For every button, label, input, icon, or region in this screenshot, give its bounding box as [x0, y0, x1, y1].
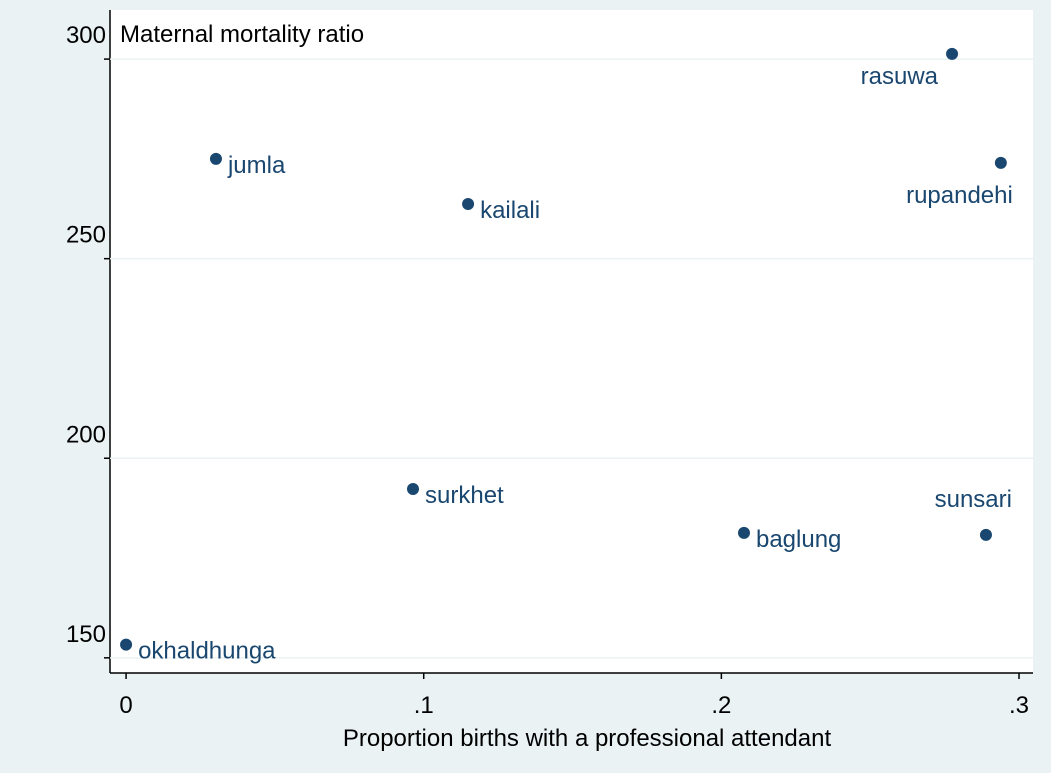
x-tick-label: .2	[711, 692, 731, 719]
point	[209, 152, 222, 165]
point	[737, 526, 750, 539]
point-label: kailali	[480, 197, 540, 224]
point-label: baglung	[756, 526, 841, 553]
y-tick-label: 150	[66, 621, 106, 648]
point	[946, 47, 959, 60]
point-label: surkhet	[425, 482, 504, 509]
plot-area	[110, 10, 1033, 673]
point-label: rupandehi	[906, 182, 1013, 209]
point-label: jumla	[227, 152, 286, 179]
x-tick-label: 0	[119, 692, 132, 719]
point	[994, 156, 1007, 169]
y-axis-title: Maternal mortality ratio	[120, 21, 364, 48]
point-label: rasuwa	[861, 63, 939, 90]
point	[120, 638, 133, 651]
x-tick-label: .1	[414, 692, 434, 719]
point-label: sunsari	[935, 486, 1012, 513]
y-tick-label: 200	[66, 421, 106, 448]
point	[979, 528, 992, 541]
point	[462, 197, 475, 210]
x-axis-title: Proportion births with a professional at…	[343, 725, 832, 752]
y-tick-label: 300	[66, 22, 106, 49]
point-label: okhaldhunga	[138, 638, 276, 665]
y-tick-label: 250	[66, 222, 106, 249]
point	[407, 482, 420, 495]
x-tick-label: .3	[1009, 692, 1029, 719]
